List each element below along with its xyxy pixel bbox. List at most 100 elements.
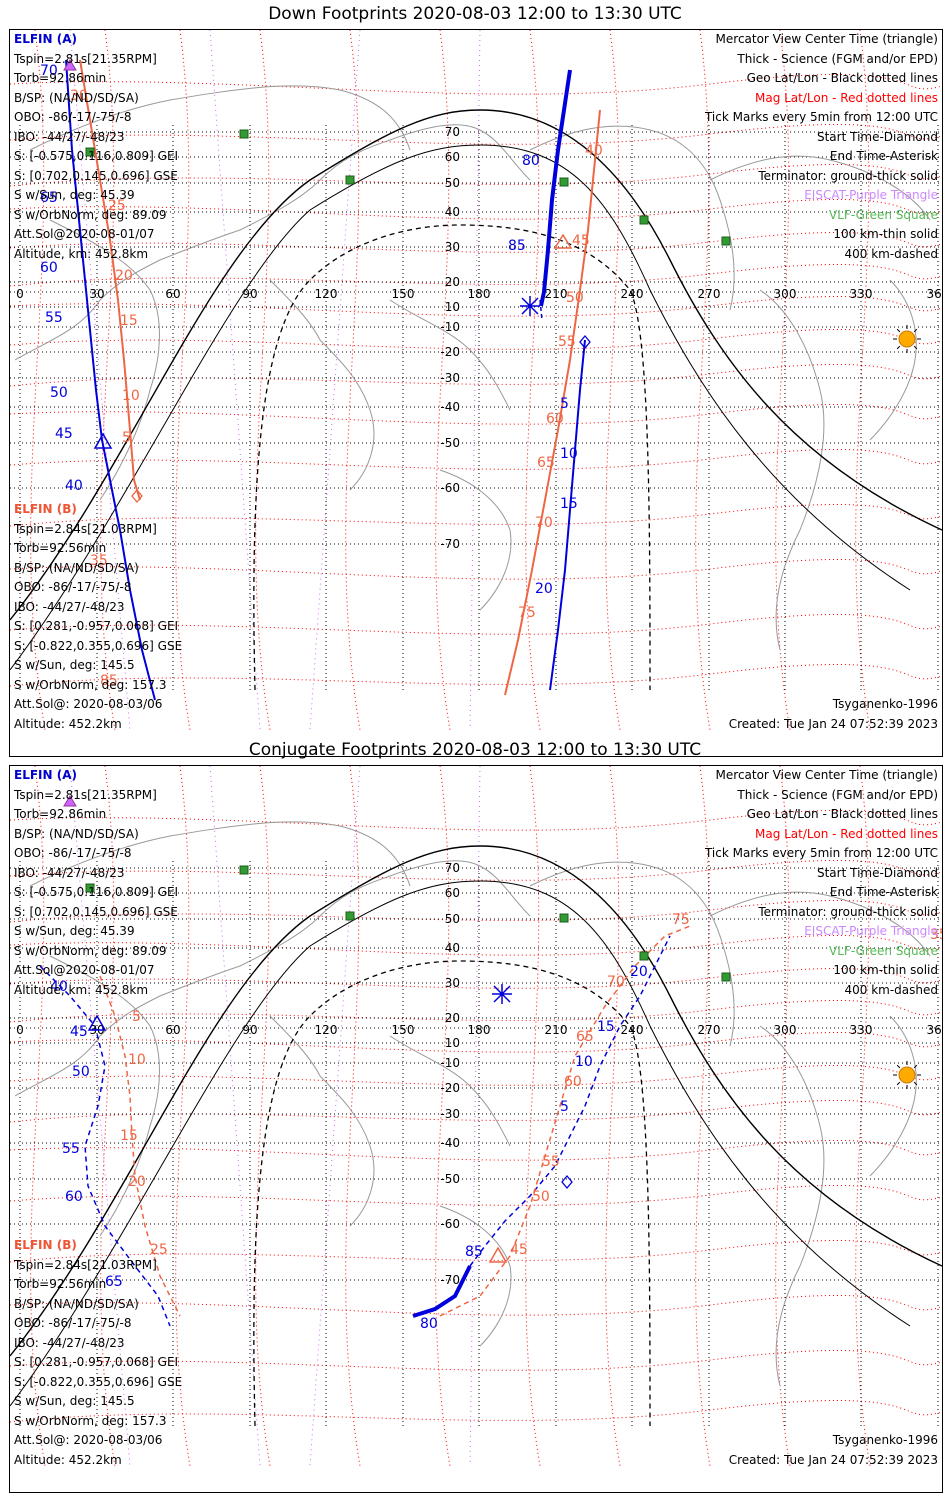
vlf-square	[559, 177, 569, 187]
info-line: Altitude, km: 452.8km	[14, 982, 149, 997]
lat-tick-label: 40	[445, 941, 460, 955]
elfin-a-tick-label: 40	[50, 979, 68, 995]
coastline	[759, 289, 825, 651]
terminator-ground	[10, 845, 942, 1357]
elfin-a-tick-label: 80	[522, 153, 540, 169]
lat-tick-label: -60	[440, 481, 460, 495]
lon-tick-label: 270	[698, 287, 721, 301]
lat-tick-label: 50	[445, 176, 460, 190]
info-line: S: [-0.575,0.116,0.809] GEI	[14, 149, 179, 163]
sun-ray	[896, 345, 901, 350]
lat-tick-label: 40	[445, 205, 460, 219]
track-labels: 70 65 60 55 50 45 40 80 85 5 10 15 20 30 25 20 15 10 5 35 85…	[40, 63, 603, 689]
elfin-b-track	[79, 59, 141, 501]
info-line: Tspin=2.81s[21.35RPM]	[14, 787, 157, 802]
model-name: Tsyganenko-1996	[832, 1433, 938, 1447]
lon-tick-label: 180	[468, 287, 491, 301]
coastline	[389, 299, 511, 411]
coastline	[29, 821, 411, 887]
elfin-a-tick-label: 65	[105, 1274, 123, 1290]
elfin-a-tick-label: 20	[535, 581, 553, 597]
legend-item: Mag Lat/Lon - Red dotted lines	[754, 826, 938, 841]
lon-tick-label: 240	[621, 1023, 644, 1037]
elfin-a-info: ELFIN (A) Tspin=2.81s[21.35RPM] Torb=92.…	[14, 30, 178, 264]
sun-icon	[898, 1066, 916, 1084]
lon-tick-label: 210	[545, 287, 568, 301]
elfin-b-info: ELFIN (B) Tspin=2.84s[21.03RPM] Torb=92.…	[14, 1236, 182, 1470]
eiscat-line	[469, 30, 481, 731]
coastline	[29, 85, 411, 151]
elfin-b-track	[99, 975, 181, 1317]
sun-ray	[913, 345, 918, 350]
eiscat-line	[209, 766, 261, 1467]
vlf-square	[639, 215, 649, 225]
elfin-a-science-track	[539, 69, 572, 307]
legend-item: Tick Marks every 5min from 12:00 UTC	[704, 846, 938, 860]
lat-tick-label: -40	[440, 400, 460, 414]
mag-lon-line	[525, 766, 541, 1467]
vlf-square	[85, 883, 95, 893]
lon-tick-label: 150	[392, 287, 415, 301]
elfin-b-tick-label: 65	[576, 1029, 594, 1045]
info-line: S: [0.281,-0.957,0.068] GEI	[14, 1355, 179, 1369]
eiscat-triangle	[63, 795, 77, 807]
mag-lon-line	[605, 30, 621, 731]
lat-tick-label: -30	[440, 1107, 460, 1121]
info-line: Tspin=2.84s[21.03RPM]	[14, 1257, 157, 1272]
info-line: Altitude: 452.2km	[14, 1452, 122, 1467]
mag-lat-line	[10, 1099, 942, 1123]
lon-tick-label: 0	[16, 287, 24, 301]
lon-tick-label: 300	[774, 1023, 797, 1037]
elfin-b-tick-label: 45	[510, 1242, 528, 1258]
elfin-b-tick-label: 75	[518, 605, 536, 621]
elfin-b-tick-label: 20	[128, 1174, 146, 1190]
track-labels: 40 45 50 55 60 65 85 80 5 10 15 20 5 10 15 20 25 75 70 65 60…	[50, 912, 942, 1332]
elfin-b-tick-label: 70	[535, 515, 553, 531]
info-line: S w/OrbNorm, deg: 157.3	[14, 677, 167, 692]
model-name: Tsyganenko-1996	[832, 697, 938, 711]
mag-lon-line	[255, 766, 271, 1467]
lat-tick-label: -10	[440, 320, 460, 334]
eiscat-line	[469, 766, 481, 1467]
elfin-a-tick-label: 50	[72, 1064, 90, 1080]
map-canvas: 40 45 50 55 60 65 85 80 5 10 15 20 5 10 15 20 25 75 70 65 60…	[10, 766, 942, 1467]
lon-tick-label: 300	[774, 287, 797, 301]
info-line: S: [-0.822,0.355,0.696] GSE	[14, 1374, 183, 1389]
legend-item: Geo Lat/Lon - Black dotted lines	[746, 71, 938, 85]
legend-item: VLF-Green Square	[829, 943, 938, 958]
info-line: B/SP: (NA/ND/SD/SA)	[14, 826, 139, 841]
center-time-triangle	[553, 233, 573, 249]
lat-tick-label: 20	[445, 275, 460, 289]
elfin-b-tick-label: 25	[108, 198, 126, 214]
elfin-b-tick-label: 55	[558, 334, 576, 350]
elfin-b-tick-label: 5	[122, 430, 131, 446]
lon-tick-label: 330	[850, 1023, 873, 1037]
info-line: Torb=92.86min	[14, 71, 107, 85]
elfin-a-science-track	[412, 1265, 472, 1318]
sun-ray	[913, 1064, 918, 1069]
elfin-b-tick-label: 50	[566, 290, 584, 306]
legend-item: 100 km-thin solid	[833, 227, 938, 241]
vlf-square	[345, 175, 355, 185]
elfin-b-tick-label: 15	[120, 313, 138, 329]
eiscat-line	[309, 30, 361, 731]
info-line: S w/Sun, deg: 145.5	[14, 1394, 135, 1408]
legend-item: End Time-Asterisk	[829, 885, 938, 899]
model-info: Tsyganenko-1996 Created: Tue Jan 24 07:5…	[729, 1431, 938, 1470]
elfin-b-tick-label: 25	[150, 1242, 168, 1258]
lat-tick-label: 70	[445, 125, 460, 139]
elfin-b-tick-label: 5	[132, 1009, 141, 1025]
legend-item: Start Time-Diamond	[816, 129, 938, 144]
footprint-map-down: 70 65 60 55 50 45 40 80 85 5 10 15 20 30 25 20 15 10 5 35 85…	[9, 29, 943, 757]
info-line: S w/Sun, deg: 45.39	[14, 924, 135, 938]
elfin-a-tick-label: 5	[560, 1099, 569, 1115]
lat-tick-label: -20	[440, 345, 460, 359]
info-line: OBO: -86/-17/-75/-8	[14, 110, 132, 124]
legend-item: VLF-Green Square	[829, 207, 938, 222]
elfin-b-tick-label: 30	[70, 88, 88, 104]
elfin-a-track	[539, 299, 543, 321]
vlf-square	[559, 913, 569, 923]
coastline	[269, 279, 375, 491]
lon-tick-label: 150	[392, 1023, 415, 1037]
geo-grid	[10, 125, 942, 690]
